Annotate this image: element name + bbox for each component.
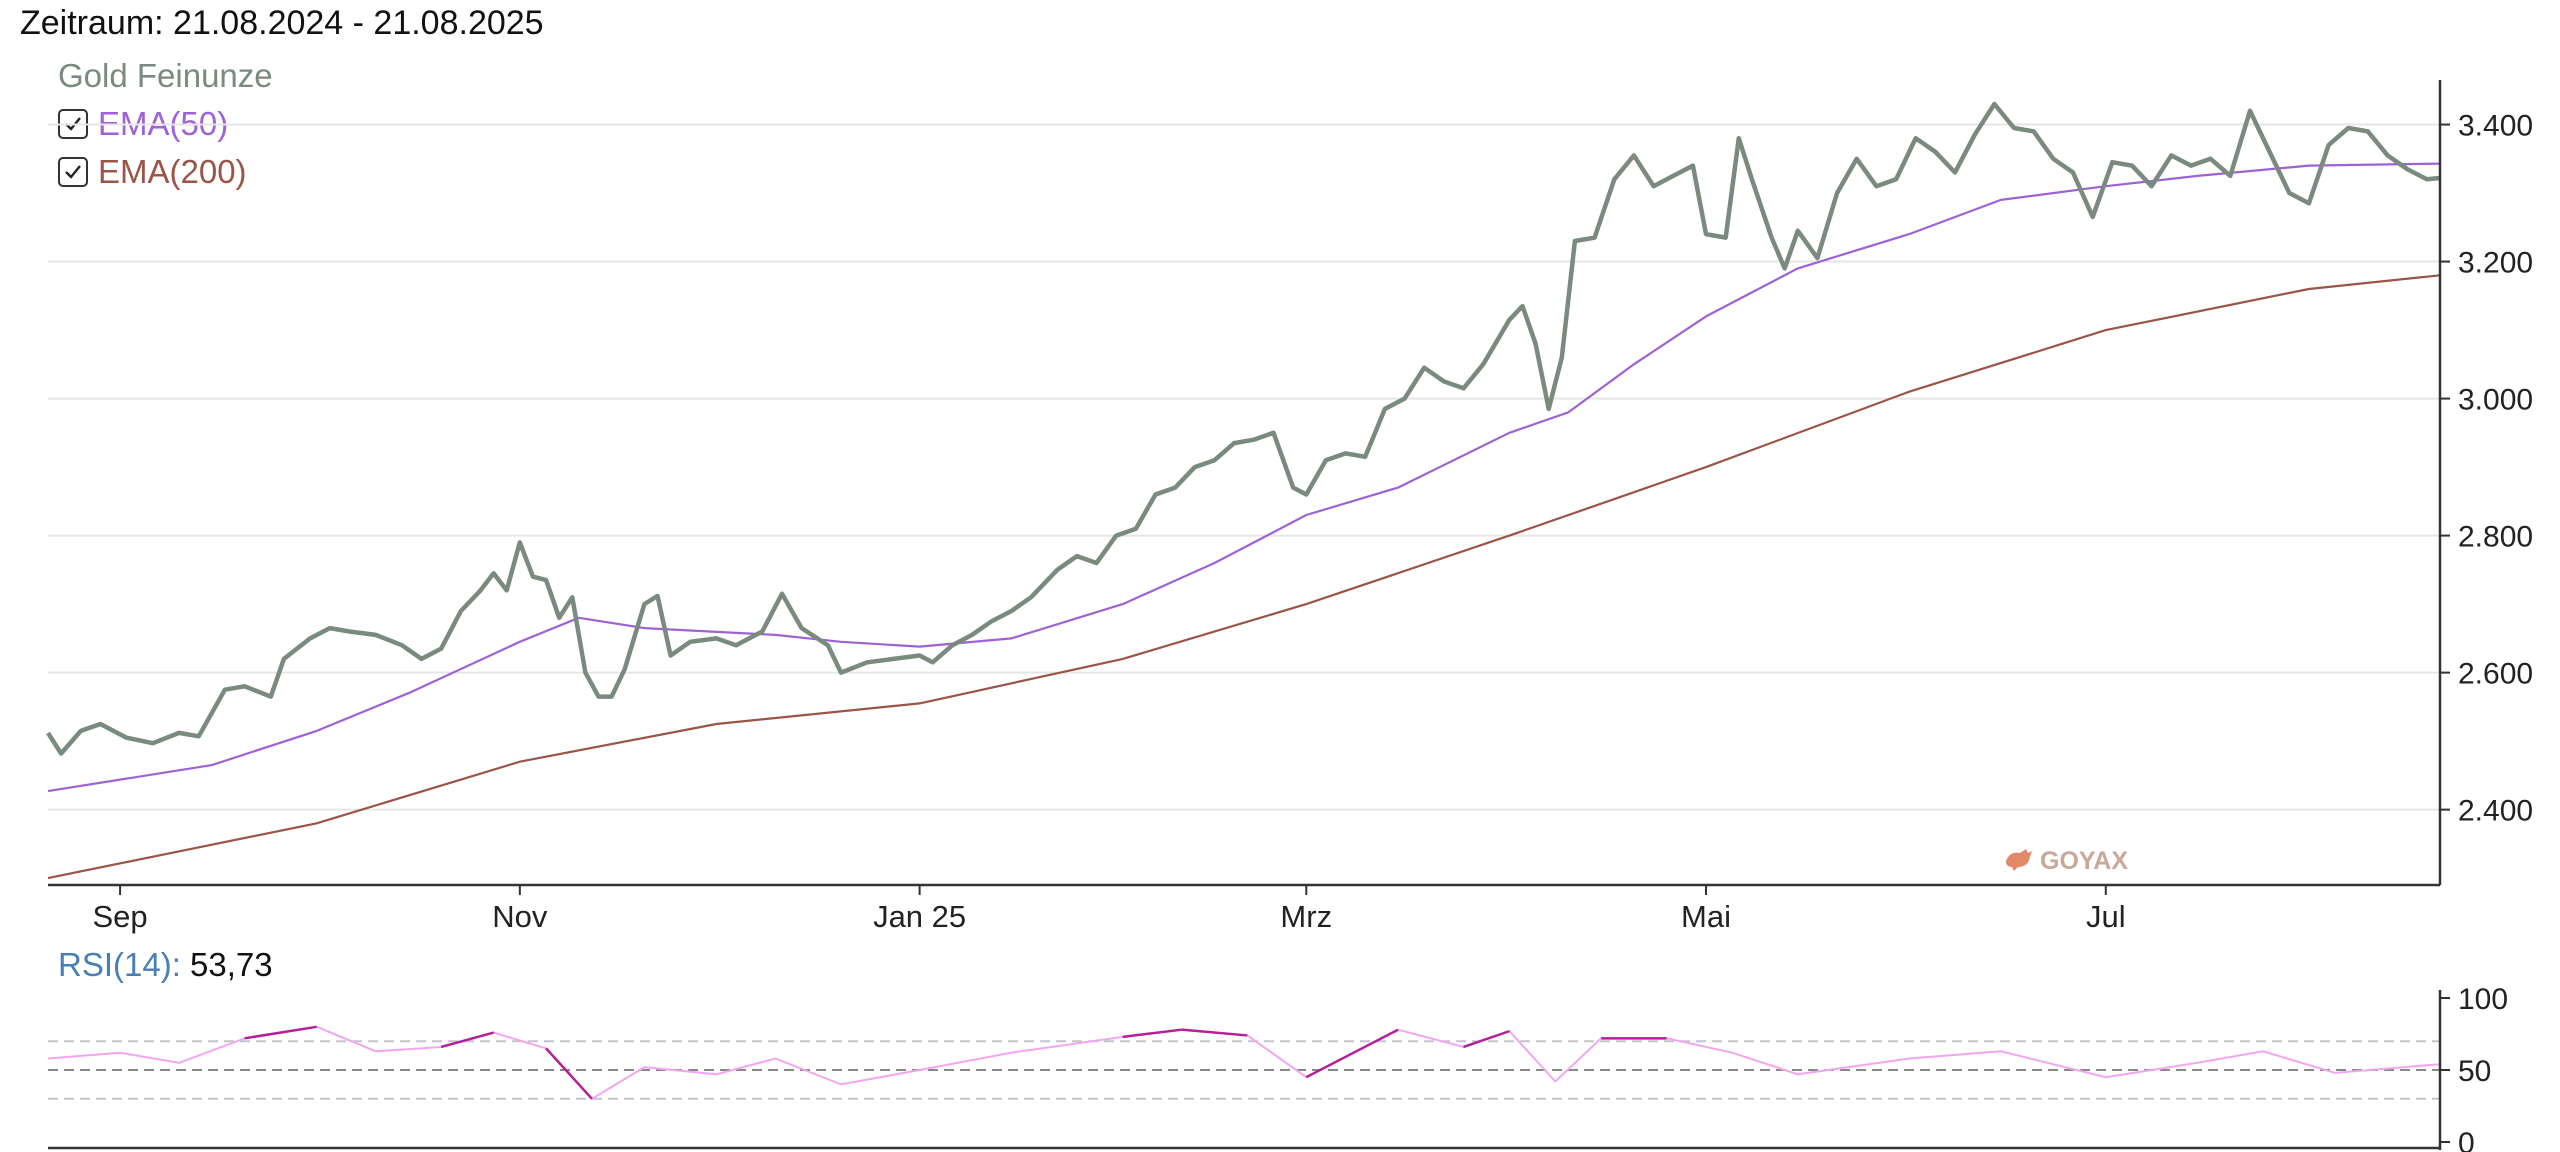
- x-tick-label: Jan 25: [873, 899, 966, 934]
- y-tick-label: 2.800: [2458, 521, 2533, 554]
- rsi-extreme-segment: [545, 1047, 593, 1100]
- rsi-extreme-segment: [1181, 1028, 1248, 1037]
- goyax-watermark: GOYAX: [2006, 847, 2128, 875]
- y-tick-label: 2.600: [2458, 658, 2533, 691]
- bull-icon: [2006, 849, 2032, 871]
- rsi-extreme-segment: [1122, 1028, 1182, 1039]
- rsi-extreme-segment: [440, 1031, 494, 1049]
- price-line: [46, 101, 2441, 756]
- x-tick-label: Jul: [2086, 899, 2126, 934]
- ema200-line: [47, 274, 2441, 880]
- legend: Gold Feinunze EMA(50) EMA(200): [58, 52, 273, 196]
- watermark-text: GOYAX: [2040, 847, 2128, 875]
- x-tick-label: Mai: [1681, 899, 1731, 934]
- ema50-label: EMA(50): [98, 105, 229, 142]
- y-tick-label: 3.200: [2458, 247, 2533, 280]
- x-tick-label: Sep: [93, 899, 148, 934]
- ema50-checkbox[interactable]: [58, 109, 88, 139]
- rsi-extreme-segment: [1305, 1028, 1399, 1079]
- period-label: Zeitraum: 21.08.2024 - 21.08.2025: [20, 4, 544, 42]
- rsi-extreme-segment: [244, 1025, 317, 1040]
- legend-ema200[interactable]: EMA(200): [58, 148, 273, 196]
- rsi-label: RSI(14): 53,73: [58, 946, 273, 984]
- rsi-name: RSI(14):: [58, 946, 181, 983]
- rsi-y-tick-label: 0: [2458, 1127, 2475, 1152]
- rsi-line: [47, 1025, 2441, 1101]
- x-tick-label: Nov: [492, 899, 548, 934]
- legend-price: Gold Feinunze: [58, 57, 273, 94]
- checkmark-icon: [65, 117, 81, 131]
- rsi-y-tick-label: 50: [2458, 1055, 2491, 1088]
- y-tick-label: 2.400: [2458, 795, 2533, 828]
- rsi-y-tick-label: 100: [2458, 983, 2508, 1016]
- y-tick-label: 3.000: [2458, 384, 2533, 417]
- legend-ema50[interactable]: EMA(50): [58, 100, 273, 148]
- x-tick-label: Mrz: [1280, 899, 1332, 934]
- ema200-label: EMA(200): [98, 153, 247, 190]
- rsi-value: 53,73: [190, 946, 273, 983]
- ema200-checkbox[interactable]: [58, 157, 88, 187]
- rsi-extreme-segment: [1463, 1029, 1510, 1049]
- checkmark-icon: [65, 165, 81, 179]
- ema50-line: [47, 162, 2441, 793]
- y-tick-label: 3.400: [2458, 110, 2533, 143]
